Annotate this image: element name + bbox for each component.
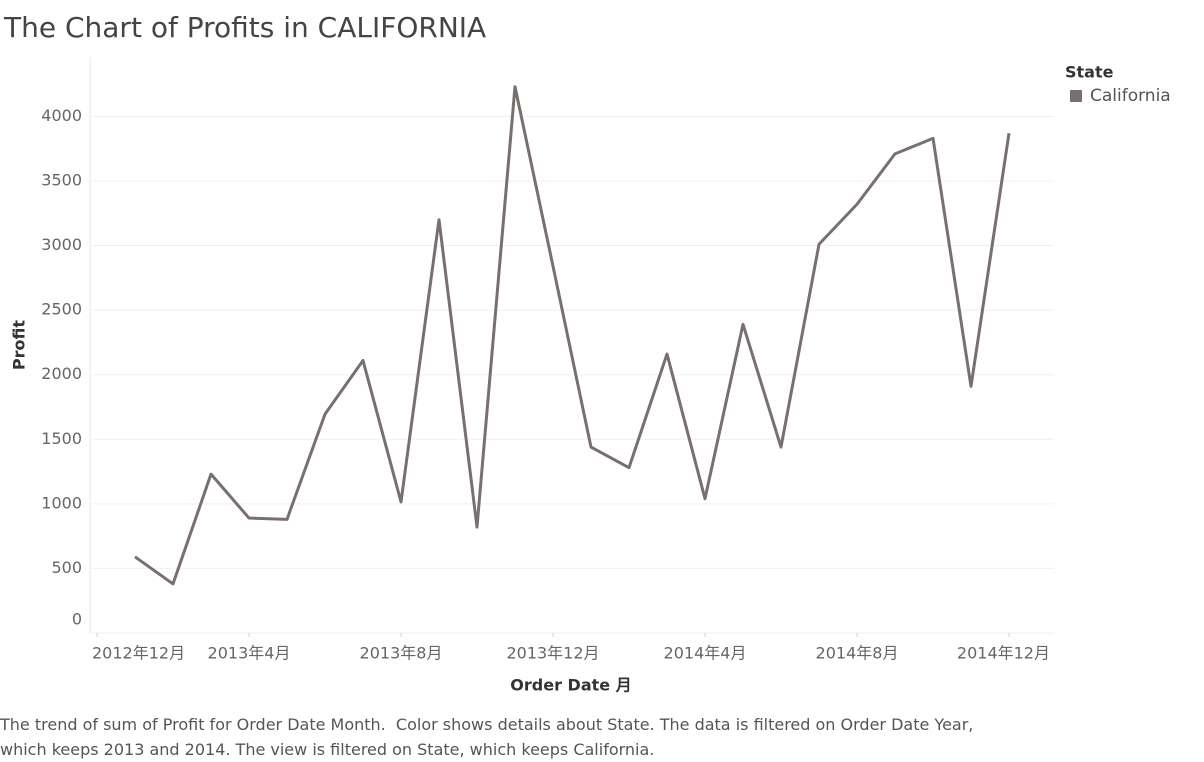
- y-tick-label: 3500: [41, 170, 82, 189]
- y-tick-label: 2500: [41, 300, 82, 319]
- x-tick-label: 2012年12月: [92, 644, 185, 663]
- y-tick-label: 2000: [41, 364, 82, 383]
- legend-swatch: [1070, 90, 1082, 102]
- caption-line: The trend of sum of Profit for Order Dat…: [0, 715, 974, 734]
- legend-label: California: [1090, 86, 1171, 106]
- x-tick-label: 2014年8月: [816, 644, 899, 663]
- y-tick-label: 3000: [41, 235, 82, 254]
- caption-line: which keeps 2013 and 2014. The view is f…: [0, 740, 655, 759]
- x-tick-label: 2013年8月: [360, 644, 443, 663]
- y-tick-label: 1000: [41, 493, 82, 512]
- x-tick-label: 2014年12月: [957, 644, 1050, 663]
- chart-title: The Chart of Profits in CALIFORNIA: [3, 11, 486, 44]
- y-tick-label: 4000: [41, 106, 82, 125]
- y-tick-label: 1500: [41, 429, 82, 448]
- line: [134, 85, 1011, 586]
- y-tick-label: 500: [51, 558, 82, 577]
- y-tick-label: 0: [72, 610, 82, 629]
- legend-title: State: [1065, 63, 1114, 82]
- y-axis-title: Profit: [10, 320, 29, 370]
- x-tick-label: 2014年4月: [664, 644, 747, 663]
- x-axis-title: Order Date 月: [510, 676, 631, 695]
- chart: The Chart of Profits in CALIFORNIA Profi…: [3, 11, 1171, 695]
- x-tick-label: 2013年4月: [208, 644, 291, 663]
- x-tick-label: 2013年12月: [506, 644, 599, 663]
